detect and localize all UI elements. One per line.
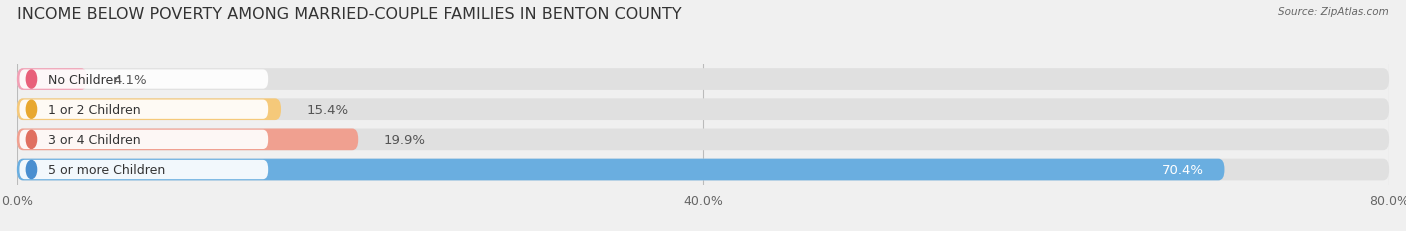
- Text: INCOME BELOW POVERTY AMONG MARRIED-COUPLE FAMILIES IN BENTON COUNTY: INCOME BELOW POVERTY AMONG MARRIED-COUPL…: [17, 7, 682, 22]
- FancyBboxPatch shape: [17, 159, 1225, 181]
- FancyBboxPatch shape: [17, 99, 1389, 121]
- Circle shape: [27, 131, 37, 149]
- FancyBboxPatch shape: [17, 69, 1389, 91]
- Text: 1 or 2 Children: 1 or 2 Children: [48, 103, 141, 116]
- FancyBboxPatch shape: [17, 129, 1389, 151]
- FancyBboxPatch shape: [17, 129, 359, 151]
- Text: Source: ZipAtlas.com: Source: ZipAtlas.com: [1278, 7, 1389, 17]
- Text: 4.1%: 4.1%: [112, 73, 146, 86]
- FancyBboxPatch shape: [20, 160, 269, 179]
- Text: 5 or more Children: 5 or more Children: [48, 163, 165, 176]
- Text: 15.4%: 15.4%: [307, 103, 349, 116]
- Text: 19.9%: 19.9%: [384, 133, 426, 146]
- Circle shape: [27, 101, 37, 119]
- FancyBboxPatch shape: [20, 70, 269, 89]
- Text: 3 or 4 Children: 3 or 4 Children: [48, 133, 141, 146]
- Text: No Children: No Children: [48, 73, 121, 86]
- Text: 70.4%: 70.4%: [1161, 163, 1204, 176]
- FancyBboxPatch shape: [17, 99, 281, 121]
- FancyBboxPatch shape: [17, 159, 1389, 181]
- FancyBboxPatch shape: [20, 130, 269, 149]
- Circle shape: [27, 161, 37, 179]
- Circle shape: [27, 71, 37, 89]
- FancyBboxPatch shape: [20, 100, 269, 119]
- FancyBboxPatch shape: [17, 69, 87, 91]
